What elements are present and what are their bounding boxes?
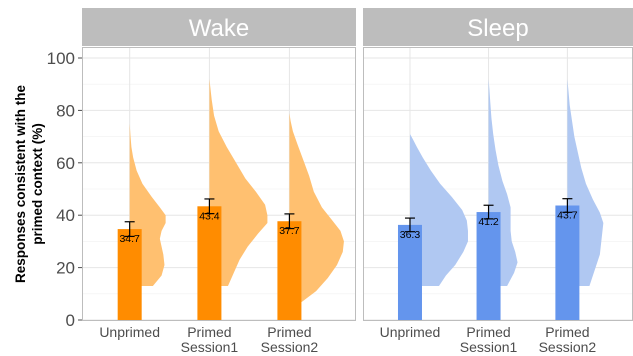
x-tick-label-sleep-unprimed: Unprimed bbox=[380, 324, 441, 340]
violin-sleep-unprimed bbox=[409, 133, 468, 286]
strip-sleep bbox=[363, 8, 633, 46]
panel-border-wake bbox=[82, 47, 356, 321]
data-label-wake-unprimed: 34.7 bbox=[119, 233, 140, 245]
x-tick-label-wake-primed-session2: Primed Session2 bbox=[261, 324, 319, 355]
y-tick-label-60: 60 bbox=[56, 154, 75, 173]
error-bar-sleep-unprimed bbox=[404, 217, 415, 233]
bar-sleep-primed-session2 bbox=[555, 205, 580, 320]
error-bar-sleep-primed-session1 bbox=[483, 204, 494, 220]
data-label-sleep-unprimed: 36.3 bbox=[400, 229, 421, 241]
violin-wake-primed-session2 bbox=[289, 113, 344, 310]
x-tick-label-wake-primed-session1: Primed Session1 bbox=[181, 324, 239, 355]
strip-wake bbox=[82, 8, 356, 46]
x-tick-label-wake-unprimed: Unprimed bbox=[99, 324, 160, 340]
error-bar-wake-primed-session2 bbox=[284, 213, 295, 230]
bar-wake-primed-session2 bbox=[277, 221, 302, 320]
bar-sleep-primed-session1 bbox=[476, 212, 501, 320]
violin-wake-primed-session1 bbox=[209, 78, 268, 286]
error-bar-sleep-primed-session2 bbox=[562, 198, 573, 213]
data-label-wake-primed-session2: 37.7 bbox=[279, 225, 300, 237]
y-tick-label-40: 40 bbox=[56, 206, 75, 225]
y-tick-label-100: 100 bbox=[47, 49, 75, 68]
x-tick-label-sleep-primed-session2: Primed Session2 bbox=[539, 324, 597, 355]
error-bar-wake-unprimed bbox=[124, 221, 135, 238]
bar-sleep-unprimed bbox=[397, 224, 422, 320]
y-tick-label-80: 80 bbox=[56, 101, 75, 120]
data-label-sleep-primed-session1: 41.2 bbox=[478, 216, 499, 228]
y-axis-title: Responses consistent with the primed cont… bbox=[13, 84, 45, 283]
bar-wake-primed-session1 bbox=[197, 206, 222, 320]
x-tick-label-sleep-primed-session1: Primed Session1 bbox=[460, 324, 518, 355]
data-label-sleep-primed-session2: 43.7 bbox=[557, 210, 578, 222]
strip-title-sleep: Sleep bbox=[467, 15, 528, 42]
strip-title-wake: Wake bbox=[189, 15, 249, 42]
data-label-wake-primed-session1: 43.4 bbox=[199, 210, 220, 222]
y-tick-label-0: 0 bbox=[66, 311, 75, 330]
error-bar-wake-primed-session1 bbox=[204, 198, 215, 215]
bar-wake-unprimed bbox=[117, 229, 142, 320]
y-tick-label-20: 20 bbox=[56, 259, 75, 278]
